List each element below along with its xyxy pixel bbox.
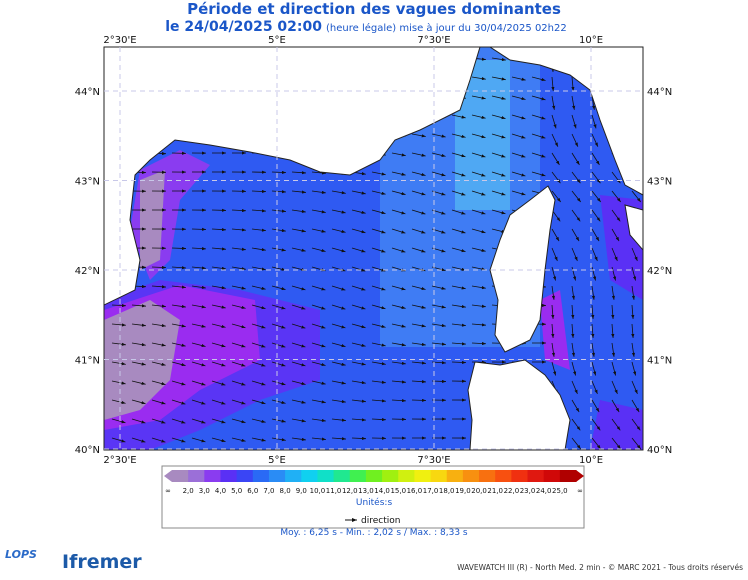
credit: WAVEWATCH III (R) - North Med. 2 min - ©… [457, 563, 743, 572]
colorbar-label: 6,0 [247, 487, 258, 495]
lat-label: 41°N [75, 356, 100, 367]
colorbar-swatch [253, 470, 270, 482]
colorbar-label: 14,0 [374, 487, 390, 495]
colorbar-label: ∞ [577, 487, 583, 495]
colorbar-label: 3,0 [199, 487, 210, 495]
colorbar-swatch [398, 470, 415, 482]
colorbar-swatch [414, 470, 431, 482]
lon-label: 5°E [268, 455, 286, 466]
lat-label: 42°N [75, 266, 100, 277]
colorbar-swatch [366, 470, 383, 482]
colorbar-label: 16,0 [407, 487, 423, 495]
update: (heure légale) mise à jour du 30/04/2025… [326, 22, 567, 34]
colorbar-label: 5,0 [231, 487, 242, 495]
colorbar-label: 15,0 [390, 487, 406, 495]
colorbar-swatch [204, 470, 221, 482]
lon-label: 7°30'E [417, 455, 450, 466]
colorbar-label: 10,0 [310, 487, 326, 495]
direction: direction [361, 516, 400, 526]
lon-label: 10°E [579, 35, 603, 46]
colorbar-swatch [447, 470, 464, 482]
lon-label: 2°30'E [103, 455, 136, 466]
lat-label: 42°N [647, 266, 672, 277]
colorbar-swatch [528, 470, 545, 482]
colorbar-swatch [172, 470, 189, 482]
unit: Unités:s [356, 497, 393, 508]
colorbar-label: 23,0 [520, 487, 536, 495]
colorbar-label: 7,0 [263, 487, 274, 495]
title: Période et direction des vagues dominant… [187, 0, 561, 18]
colorbar-label: 2,0 [183, 487, 194, 495]
colorbar-swatch [188, 470, 205, 482]
colorbar-label: 25,0 [552, 487, 568, 495]
lat-label: 43°N [75, 177, 100, 188]
colorbar-label: 11,0 [326, 487, 342, 495]
colorbar-label: 13,0 [358, 487, 374, 495]
colorbar-label: 8,0 [280, 487, 291, 495]
colorbar-swatch [317, 470, 334, 482]
colorbar-label: 17,0 [423, 487, 439, 495]
colorbar-swatch [560, 470, 577, 482]
lon-label: 5°E [268, 35, 286, 46]
colorbar-swatch [334, 470, 351, 482]
colorbar-swatch [382, 470, 399, 482]
colorbar-swatch [269, 470, 286, 482]
colorbar-label: 4,0 [215, 487, 226, 495]
colorbar-label: 19,0 [455, 487, 471, 495]
logo-ifremer: Ifremer [62, 551, 142, 573]
colorbar-swatch [301, 470, 318, 482]
colorbar-swatch [544, 470, 561, 482]
colorbar-label: 12,0 [342, 487, 358, 495]
lat-label: 43°N [647, 177, 672, 188]
colorbar-swatch [220, 470, 237, 482]
colorbar-swatch [463, 470, 480, 482]
lon-label: 2°30'E [103, 35, 136, 46]
colorbar-label: 18,0 [439, 487, 455, 495]
colorbar-label: 9,0 [296, 487, 307, 495]
colorbar-label: 21,0 [487, 487, 503, 495]
stats: Moy. : 6,25 s - Min. : 2,02 s / Max. : 8… [280, 528, 468, 538]
colorbar-swatch [350, 470, 367, 482]
lat-label: 40°N [75, 445, 100, 456]
lat-label: 44°N [75, 87, 100, 98]
colorbar-label: 22,0 [504, 487, 520, 495]
lat-label: 44°N [647, 87, 672, 98]
colorbar-swatch [431, 470, 448, 482]
logo-lops: LOPS [5, 548, 37, 561]
colorbar-label: 20,0 [471, 487, 487, 495]
colorbar-swatch [495, 470, 512, 482]
colorbar-swatch [511, 470, 528, 482]
lat-label: 41°N [647, 356, 672, 367]
colorbar-label: 24,0 [536, 487, 552, 495]
colorbar-swatch [479, 470, 496, 482]
lat-label: 40°N [647, 445, 672, 456]
date: le 24/04/2025 02:00 [165, 19, 322, 35]
lon-label: 7°30'E [417, 35, 450, 46]
colorbar-swatch [285, 470, 302, 482]
map [104, 47, 643, 450]
wave-arrow [172, 248, 186, 249]
colorbar-swatch [237, 470, 254, 482]
lon-label: 10°E [579, 455, 603, 466]
colorbar-label: ∞ [165, 487, 171, 495]
